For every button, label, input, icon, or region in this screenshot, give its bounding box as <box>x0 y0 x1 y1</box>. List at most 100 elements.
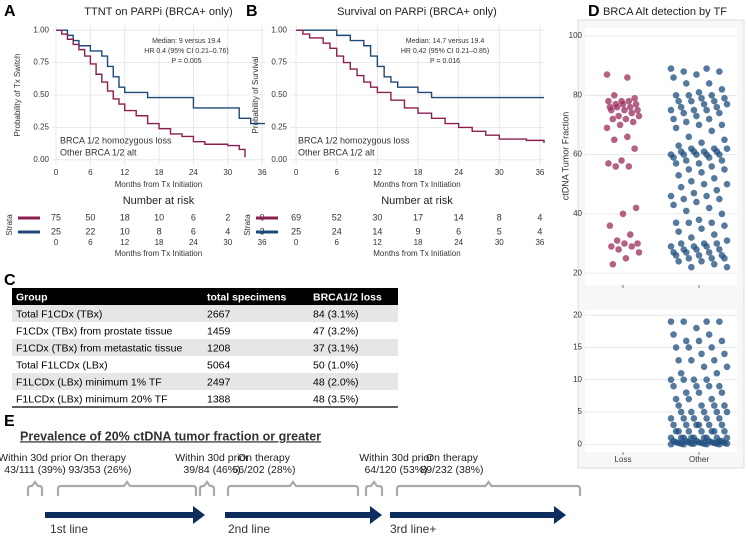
y-tick-label: 0.00 <box>33 155 49 164</box>
point <box>682 421 690 429</box>
point <box>698 428 705 435</box>
point <box>622 115 630 123</box>
line-arrow <box>390 506 566 524</box>
table-cell: 37 (3.1%) <box>313 342 359 354</box>
point <box>626 231 634 238</box>
point <box>682 157 690 164</box>
point <box>680 195 688 203</box>
stage-label: Within 30d prior <box>359 452 433 464</box>
point <box>716 246 723 253</box>
stage-value: 93/353 (26%) <box>68 464 131 476</box>
point <box>708 127 716 135</box>
y-tick-label: 0.50 <box>33 90 49 99</box>
point <box>608 106 615 114</box>
y-tick-label: 0.75 <box>271 58 287 67</box>
risk-count: 52 <box>332 212 342 222</box>
point <box>634 106 641 114</box>
x-tick-label: Other <box>689 455 709 464</box>
point <box>705 249 713 256</box>
point <box>629 118 637 126</box>
y-tick-label: 0.25 <box>271 123 287 132</box>
point <box>695 89 703 96</box>
table-cell: F1LCDx (LBx) minimum 1% TF <box>16 376 162 388</box>
y-tick-label: 0.75 <box>33 58 49 67</box>
point <box>710 231 718 238</box>
y-tick-label: 1.00 <box>271 25 287 34</box>
point <box>603 71 611 78</box>
point <box>695 252 703 259</box>
point <box>615 246 622 253</box>
point <box>672 252 680 259</box>
point <box>703 106 710 114</box>
point <box>700 180 708 188</box>
point <box>710 97 718 105</box>
point <box>723 100 731 108</box>
point <box>608 243 615 250</box>
point <box>703 415 710 422</box>
point <box>705 204 713 212</box>
point <box>723 363 731 371</box>
stage-label: Within 30d prior <box>175 452 249 464</box>
point <box>695 160 703 167</box>
point <box>718 421 726 429</box>
point <box>713 369 721 377</box>
risk-count: 17 <box>413 212 423 222</box>
table-cell: F1CDx (TBx) from prostate tissue <box>16 325 173 337</box>
point <box>624 133 631 141</box>
point <box>703 440 710 448</box>
point <box>708 255 716 262</box>
point <box>693 324 700 332</box>
risk-count: 14 <box>372 226 382 236</box>
point <box>716 318 723 325</box>
point <box>705 115 713 123</box>
point <box>718 121 726 129</box>
point <box>708 395 716 403</box>
point <box>677 369 685 377</box>
stage-value: 43/111 (39%) <box>4 464 65 476</box>
point <box>723 440 731 447</box>
point <box>682 118 690 126</box>
point <box>693 382 700 390</box>
stage-value: 39/84 (46%) <box>183 464 240 476</box>
survival-curve <box>56 29 246 158</box>
point <box>721 255 728 262</box>
table-cell: 50 (1.0%) <box>313 359 359 371</box>
point <box>710 428 718 435</box>
y-tick-label: 15 <box>573 343 582 352</box>
point <box>618 157 625 164</box>
point <box>713 186 721 194</box>
point <box>632 100 640 108</box>
bracket <box>395 480 582 496</box>
survival-curve <box>296 29 544 99</box>
point <box>690 189 698 197</box>
point <box>682 337 690 345</box>
risk-count: 2 <box>225 212 230 222</box>
point <box>708 344 716 351</box>
point <box>677 408 685 416</box>
point <box>703 243 710 250</box>
point <box>721 166 728 173</box>
point <box>721 428 728 435</box>
x-tick-label: 24 <box>454 238 463 247</box>
point <box>631 145 638 152</box>
point <box>693 71 700 78</box>
point <box>698 225 705 232</box>
x-tick-label: 36 <box>258 238 267 247</box>
point <box>716 382 723 390</box>
point <box>685 428 693 435</box>
x-axis-label: Months from Tx Initiation <box>373 180 460 189</box>
bracket <box>364 480 384 496</box>
point <box>609 115 617 123</box>
risk-count: 24 <box>332 226 342 236</box>
table-cell: Total F1CDx (TBx) <box>16 308 102 320</box>
timeline-title: Prevalence of 20% ctDNA tumor fraction o… <box>20 429 321 443</box>
y-tick-label: 100 <box>569 31 583 40</box>
line-label: 3rd line+ <box>390 522 436 536</box>
point <box>670 382 677 390</box>
line-label: 1st line <box>50 522 88 536</box>
point <box>667 415 675 422</box>
table-cell: 1208 <box>207 342 231 354</box>
risk-count: 6 <box>191 212 196 222</box>
x-tick-label: 12 <box>373 168 382 177</box>
point <box>625 97 633 105</box>
